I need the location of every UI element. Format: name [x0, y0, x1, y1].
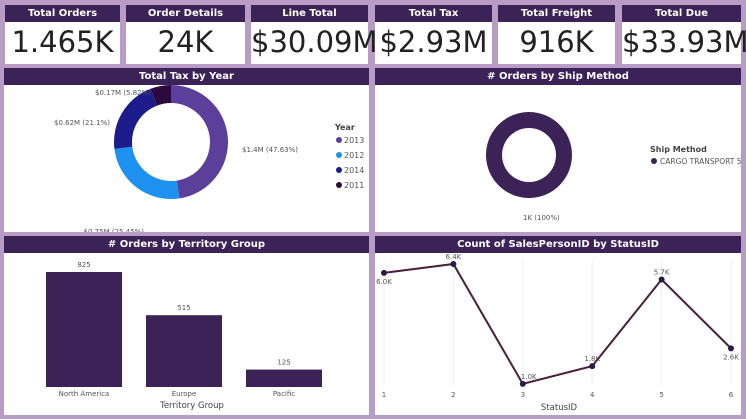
data-label: $0.62M (21.1%)	[54, 119, 110, 127]
data-label: 1K (100%)	[523, 214, 560, 222]
x-tick-label: Pacific	[273, 390, 295, 398]
x-tick-label: 6	[729, 391, 734, 399]
kpi-label: Total Tax	[375, 5, 492, 22]
data-point	[589, 363, 596, 370]
data-point	[381, 269, 387, 276]
donut-slice-2014	[114, 88, 158, 149]
orders-by-ship-method-panel: # Orders by Ship Method 1K (100%) Ship Me…	[375, 68, 741, 232]
panel-title: Total Tax by Year	[4, 68, 369, 85]
x-tick-label: 1	[382, 391, 386, 399]
x-tick-label: 5	[659, 391, 663, 399]
data-point	[450, 261, 457, 267]
data-point	[658, 276, 665, 283]
data-point	[519, 380, 526, 387]
x-tick-label: North America	[59, 390, 110, 398]
data-label: 1.8K	[584, 355, 600, 363]
legend-marker	[336, 182, 342, 188]
kpi-card-total-tax: Total Tax $2.93M	[375, 5, 492, 64]
bar-North America	[46, 272, 122, 387]
legend-item: CARGO TRANSPORT 5	[660, 157, 741, 166]
data-label: 6.0K	[376, 278, 392, 286]
kpi-label: Order Details	[126, 5, 245, 22]
data-label: 1.0K	[521, 373, 537, 381]
donut-slice-2011	[150, 85, 171, 106]
data-label: 125	[277, 359, 290, 367]
data-label: $1.4M (47.63%)	[242, 146, 298, 154]
data-label: 5.7K	[654, 269, 670, 277]
panel-title: # Orders by Ship Method	[375, 68, 741, 85]
panel-title: # Orders by Territory Group	[4, 236, 369, 253]
x-axis-title: StatusID	[541, 403, 578, 413]
legend-marker	[336, 167, 342, 173]
kpi-value: $2.93M	[379, 25, 488, 59]
kpi-card-total-orders: Total Orders 1.465K	[5, 5, 120, 64]
donut-slice	[485, 112, 572, 198]
donut-slice-2012	[114, 146, 180, 199]
data-label: $0.75M (25.45%)	[84, 228, 145, 232]
legend-title: Ship Method	[650, 145, 707, 154]
kpi-card-total-due: Total Due $33.93M	[622, 5, 746, 64]
data-label: 515	[177, 304, 190, 312]
legend-item-2014: 2014	[344, 166, 364, 175]
data-label: 6.4K	[446, 253, 462, 261]
total-tax-by-year-panel: Total Tax by Year $1.4M (47.63%) $0.75M (…	[4, 68, 369, 232]
data-label: $0.17M (5.82%)	[95, 89, 151, 97]
x-tick-label: 3	[521, 391, 525, 399]
orders-by-territory-panel: # Orders by Territory Group 825 North Ame…	[4, 236, 369, 415]
x-tick-label: 4	[590, 391, 595, 399]
donut-slice-2013	[171, 85, 228, 199]
kpi-value: $30.09M	[251, 25, 378, 59]
kpi-label: Total Freight	[498, 5, 615, 22]
legend-item-2011: 2011	[344, 181, 364, 190]
kpi-card-line-total: Line Total $30.09M	[251, 5, 378, 64]
kpi-label: Total Orders	[5, 5, 120, 22]
kpi-value: $33.93M	[622, 25, 746, 59]
salesperson-by-status-panel: Count of SalesPersonID by StatusID 1 2 3 4 5…	[375, 236, 741, 415]
legend-marker	[651, 158, 657, 164]
x-tick-label: Europe	[172, 390, 197, 398]
bar-Pacific	[246, 369, 322, 387]
kpi-value: 916K	[519, 25, 594, 59]
kpi-label: Line Total	[251, 5, 368, 22]
bar-Europe	[146, 315, 222, 387]
kpi-label: Total Due	[622, 5, 741, 22]
series-line	[383, 262, 732, 386]
kpi-value: 24K	[157, 25, 214, 59]
legend-item-2013: 2013	[344, 136, 364, 145]
legend-item-2012: 2012	[344, 151, 364, 160]
kpi-card-order-details: Order Details 24K	[126, 5, 245, 64]
legend-marker	[336, 152, 342, 158]
kpi-card-total-freight: Total Freight 916K	[498, 5, 615, 64]
x-tick-label: 2	[451, 391, 455, 399]
kpi-value: 1.465K	[11, 25, 114, 59]
data-label: 2.6K	[723, 353, 739, 361]
legend-title: Year	[334, 123, 355, 132]
panel-title: Count of SalesPersonID by StatusID	[375, 236, 741, 253]
data-label: 825	[77, 261, 90, 269]
legend-marker	[336, 137, 342, 143]
data-point	[728, 345, 734, 352]
x-axis-title: Territory Group	[159, 401, 224, 411]
